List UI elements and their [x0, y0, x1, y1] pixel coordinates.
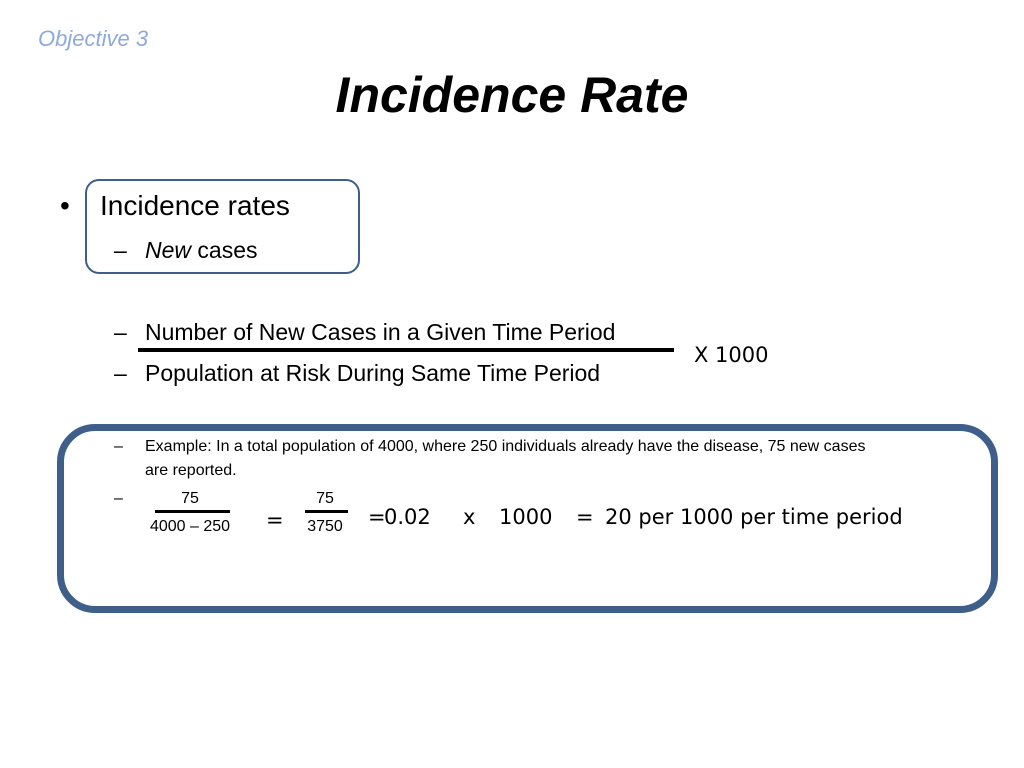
bullet-incidence-rates: Incidence rates [100, 190, 290, 221]
sub-bullet-new-cases: New cases [145, 237, 258, 264]
final-result: 20 per 1000 per time period [605, 505, 903, 529]
fraction2-denominator: 3750 [307, 518, 343, 535]
highlight-box-definition [85, 179, 360, 274]
equals-sign-1: = [266, 508, 284, 532]
dash-example: – [114, 438, 123, 455]
times-sign: x [463, 505, 476, 529]
formula-multiplier: X 1000 [694, 343, 769, 367]
formula-numerator: Number of New Cases in a Given Time Peri… [145, 319, 616, 345]
formula-denominator: Population at Risk During Same Time Peri… [145, 360, 601, 386]
fraction2-bar [305, 510, 348, 513]
fraction1-denominator: 4000 – 250 [149, 518, 231, 535]
fraction1-numerator: 75 [181, 490, 199, 507]
thousand-multiplier: 1000 [499, 505, 553, 529]
new-word: New [145, 237, 192, 263]
fraction1-bar [155, 510, 230, 513]
example-text-line2: are reported. [145, 462, 237, 479]
slide-title: Incidence Rate [335, 67, 689, 123]
dash-calculation: – [114, 490, 123, 507]
highlight-box-example [57, 424, 998, 613]
result-value: 0.02 [384, 505, 431, 529]
cases-word: cases [191, 237, 258, 263]
dash-numerator: – [114, 319, 127, 345]
objective-label: Objective 3 [38, 26, 149, 51]
fraction2-numerator: 75 [316, 490, 334, 507]
equals-sign-2: = [368, 505, 386, 529]
example-text-line1: Example: In a total population of 4000, … [145, 438, 866, 455]
dash-new-cases: – [114, 237, 127, 263]
dash-denominator: – [114, 360, 127, 386]
formula-fraction-bar [138, 348, 674, 352]
bullet-symbol: • [60, 190, 70, 221]
equals-sign-3: = [576, 505, 594, 529]
